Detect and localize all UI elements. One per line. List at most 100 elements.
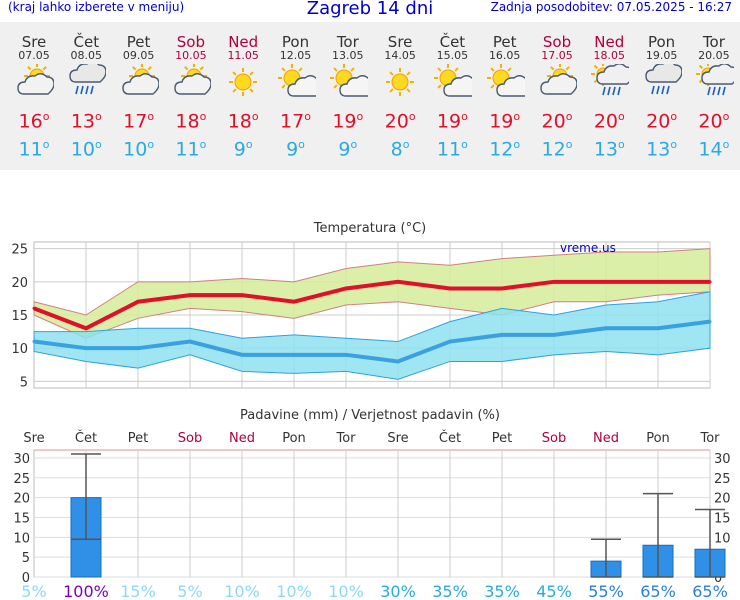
y-tick-label: 5: [22, 551, 30, 566]
max-temp: 17o: [280, 110, 311, 133]
weather-icon-slot: [322, 64, 377, 104]
probability-label: 5%: [21, 582, 46, 600]
max-temp: 20o: [646, 110, 678, 133]
day-name: Sre: [21, 33, 47, 51]
min-temp: 9o: [233, 138, 253, 161]
x-tick-label: Pon: [646, 431, 670, 446]
min-temp: 10o: [123, 138, 155, 161]
data-point: [708, 320, 712, 324]
day-column: Ned 11.05 18o 9o: [217, 22, 269, 163]
data-point: [604, 280, 608, 284]
day-column: Tor 13.05 19o 9o: [322, 22, 377, 163]
sun-cloud-icon: [329, 64, 377, 97]
day-column: Pon 19.05 20o 13o: [636, 22, 688, 163]
x-tick-label: Pet: [128, 431, 148, 446]
x-tick-label: Pon: [282, 431, 306, 446]
weather-icon-slot: [270, 64, 325, 104]
min-temp: 10o: [70, 138, 102, 161]
x-tick-label: Sre: [23, 431, 44, 446]
day-date: 18.05: [593, 49, 626, 62]
data-point: [656, 280, 660, 284]
weather-icon-slot: [60, 61, 112, 104]
data-point: [396, 280, 400, 284]
max-temp: 18o: [175, 110, 207, 133]
probability-label: 100%: [63, 582, 109, 600]
data-point: [604, 326, 608, 330]
partly-cloudy-icon: [174, 63, 212, 95]
sun-rain-icon: [591, 62, 634, 96]
y-tick-label: 15: [13, 511, 30, 526]
min-temp: 13o: [593, 138, 625, 161]
max-temp: 20o: [593, 110, 625, 133]
sun-icon: [386, 68, 415, 96]
data-point: [136, 300, 140, 304]
day-column: Pet 09.05 17o 10o: [113, 22, 165, 163]
y-tick-label-right: 20: [714, 492, 731, 507]
day-name: Sre: [387, 33, 413, 51]
weather-icon-slot: [426, 64, 482, 104]
day-date: 19.05: [645, 49, 678, 62]
max-temp: 19o: [489, 110, 521, 133]
x-tick-label: Čet: [75, 430, 97, 446]
weather-icon-slot: [217, 64, 269, 104]
x-tick-label: Sob: [178, 431, 202, 446]
probability-label: 65%: [640, 582, 676, 600]
last-update: Zadnja posodobitev: 07.05.2025 - 16:27: [490, 0, 732, 14]
day-date: 14.05: [384, 49, 416, 62]
series-line: [33, 279, 710, 331]
day-name: Pon: [647, 33, 676, 51]
data-point: [32, 306, 36, 310]
probability-label: 10%: [328, 582, 364, 600]
min-temp: 9o: [286, 138, 305, 161]
y-tick-label: 20: [11, 276, 28, 291]
probability-label: 55%: [588, 582, 624, 600]
day-date: 11.05: [227, 49, 259, 62]
day-name: Pon: [281, 33, 310, 51]
y-tick-label: 0: [22, 571, 30, 586]
probability-label: 30%: [380, 582, 416, 600]
partly-cloudy-icon: [121, 63, 160, 95]
location-hint: (kraj lahko izberete v meniju): [8, 0, 185, 14]
max-temp: 19o: [332, 110, 364, 133]
data-point: [656, 326, 660, 330]
data-point: [188, 293, 192, 297]
day-name: Sob: [542, 33, 572, 51]
weather-icon-slot: [688, 62, 740, 104]
y-tick-label: 25: [11, 243, 28, 258]
day-date: 16.05: [488, 49, 521, 62]
min-temp: 12o: [489, 138, 521, 161]
y-tick-label-right: 0: [714, 571, 722, 586]
data-point: [708, 280, 712, 284]
probability-label: 45%: [536, 582, 572, 600]
probability-label: 35%: [432, 582, 468, 600]
x-tick-label: Tor: [699, 431, 720, 446]
plot-area: [33, 449, 711, 578]
watermark: vreme.us: [560, 241, 616, 255]
partly-cloudy-icon: [17, 63, 55, 95]
day-column: Čet 08.05 13o 10o: [60, 22, 112, 163]
day-name: Tor: [702, 33, 725, 51]
weather-icon-slot: [8, 63, 60, 104]
min-temp: 11o: [175, 138, 207, 161]
probability-label: 15%: [120, 582, 156, 600]
day-date: 09.05: [122, 49, 155, 62]
data-point: [448, 340, 452, 344]
rain-cloud-icon: [644, 61, 683, 95]
rain-cloud-icon: [69, 61, 107, 95]
x-tick-label: Sob: [542, 431, 566, 446]
day-column: Ned 18.05 20o 13o: [583, 22, 635, 163]
y-tick-label: 15: [11, 309, 28, 324]
partly-cloudy-icon: [540, 63, 578, 95]
day-date: 10.05: [175, 49, 207, 62]
day-column: Sre 07.05 16o 11o: [8, 22, 60, 163]
day-date: 08.05: [70, 49, 103, 62]
day-name: Sob: [176, 33, 205, 51]
sun-cloud-icon: [486, 64, 534, 97]
day-column: Sob 10.05 18o 11o: [165, 22, 217, 163]
day-date: 07.05: [18, 49, 50, 62]
max-temp: 20o: [384, 110, 416, 133]
weather-icon-slot: [165, 63, 217, 104]
y-tick-label: 10: [11, 342, 28, 357]
day-column: Tor 20.05 20o 14o: [688, 22, 740, 163]
y-tick-label-right: 25: [714, 472, 731, 487]
